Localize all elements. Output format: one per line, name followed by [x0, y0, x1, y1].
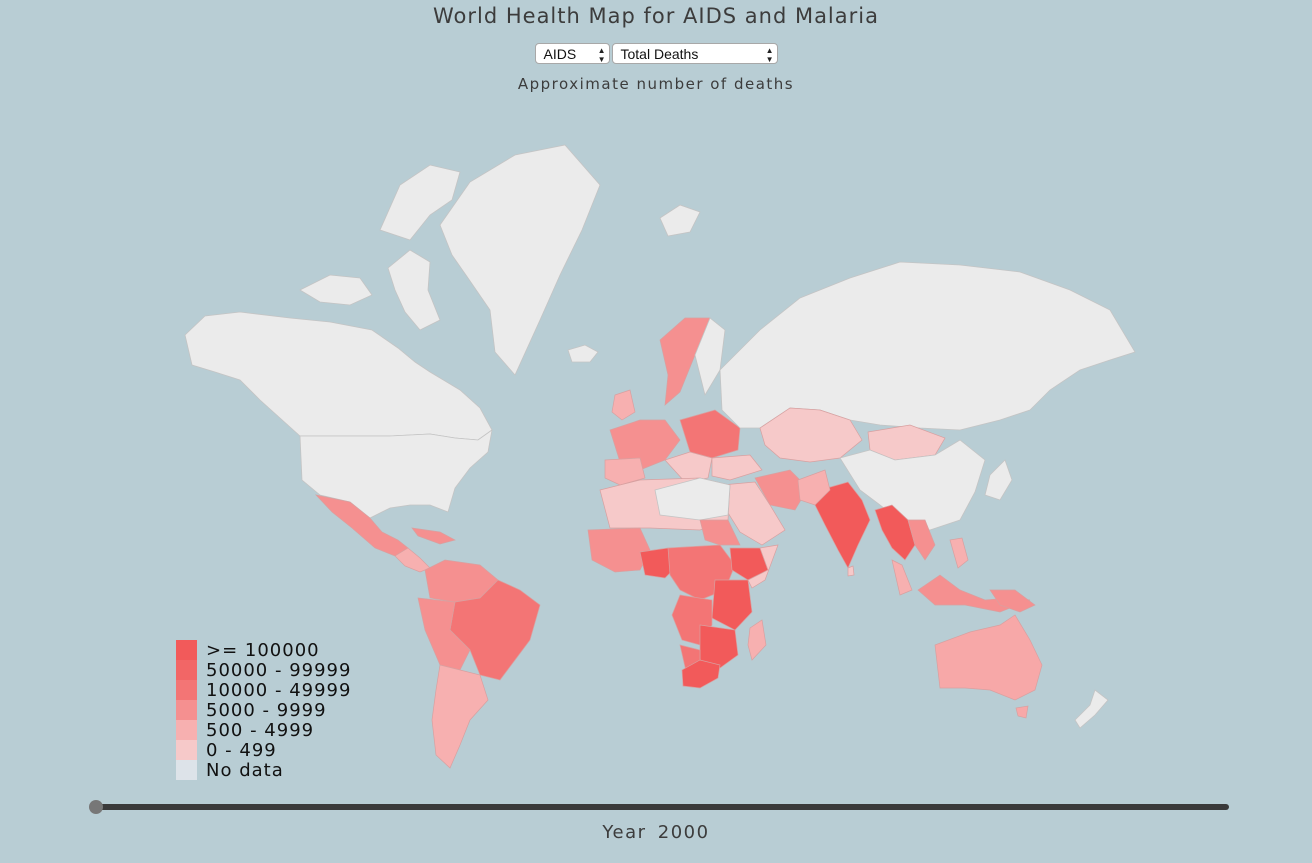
- legend-row: 5000 - 9999: [176, 699, 351, 721]
- legend-row: 500 - 4999: [176, 719, 351, 741]
- select-arrows-icon: ▲ ▼: [597, 46, 606, 64]
- arctic-islands: [299, 274, 373, 306]
- year-slider[interactable]: [89, 800, 1229, 814]
- country-finland-russia-west: [694, 317, 726, 397]
- legend-swatch-1: [176, 660, 197, 680]
- country-west-africa[interactable]: [587, 527, 651, 573]
- caribbean-islands[interactable]: [411, 527, 456, 545]
- country-south-africa[interactable]: [681, 659, 721, 689]
- country-kenya-tanzania[interactable]: [711, 579, 753, 631]
- legend-label: 5000 - 9999: [206, 699, 327, 721]
- country-sri-lanka[interactable]: [847, 565, 855, 577]
- country-russia[interactable]: [719, 261, 1136, 431]
- legend: >= 100000 50000 - 99999 10000 - 49999 50…: [176, 639, 352, 781]
- legend-swatch-2: [176, 680, 197, 700]
- legend-swatch-3: [176, 700, 197, 720]
- map-subtitle: Approximate number of deaths: [517, 75, 795, 93]
- country-madagascar[interactable]: [747, 619, 767, 661]
- year-label: Year: [602, 822, 647, 843]
- country-japan[interactable]: [984, 459, 1013, 501]
- legend-row: 50000 - 99999: [176, 659, 352, 681]
- country-iceland[interactable]: [567, 344, 599, 363]
- svalbard: [659, 204, 701, 237]
- country-turkey[interactable]: [711, 454, 763, 481]
- country-balkans[interactable]: [664, 451, 713, 483]
- baffin-island: [387, 249, 441, 331]
- country-argentina-chile[interactable]: [431, 664, 489, 769]
- country-malaysia[interactable]: [891, 559, 913, 596]
- legend-row: No data: [176, 759, 351, 781]
- metric-select[interactable]: Total Deaths ▲ ▼: [611, 43, 778, 64]
- select-arrows-icon: ▲ ▼: [765, 46, 774, 64]
- legend-swatch-5: [176, 740, 197, 760]
- country-sudan[interactable]: [699, 519, 741, 546]
- country-libya-egypt[interactable]: [654, 477, 731, 521]
- legend-row: >= 100000: [176, 639, 351, 661]
- legend-label: No data: [206, 759, 284, 781]
- country-myanmar-thailand[interactable]: [874, 504, 916, 561]
- country-indochina[interactable]: [907, 519, 936, 561]
- metric-select-value: Total Deaths: [620, 46, 699, 62]
- country-new-zealand[interactable]: [1074, 689, 1109, 729]
- country-china[interactable]: [839, 439, 986, 531]
- disease-select[interactable]: AIDS ▲ ▼: [534, 43, 610, 64]
- country-australia[interactable]: [934, 614, 1043, 701]
- disease-select-value: AIDS: [543, 46, 577, 62]
- tasmania: [1015, 705, 1029, 719]
- country-scandinavia[interactable]: [659, 317, 711, 406]
- country-peru-bolivia[interactable]: [417, 597, 471, 671]
- country-canada[interactable]: [184, 311, 493, 441]
- legend-label: 500 - 4999: [206, 719, 315, 741]
- controls: AIDS ▲ ▼ Total Deaths ▲ ▼: [0, 43, 1312, 64]
- ellesmere-island: [379, 164, 461, 241]
- country-pakistan-afghanistan[interactable]: [797, 469, 831, 506]
- legend-row: 10000 - 49999: [176, 679, 352, 701]
- country-kazakhstan[interactable]: [759, 407, 863, 463]
- year-value: 2000: [657, 822, 710, 843]
- legend-swatch-0: [176, 640, 197, 660]
- country-philippines[interactable]: [949, 537, 969, 569]
- country-papua-new-guinea[interactable]: [989, 589, 1036, 613]
- legend-label: >= 100000: [206, 639, 320, 661]
- country-somalia[interactable]: [747, 544, 779, 589]
- world-map: [184, 144, 1136, 769]
- slider-track[interactable]: [93, 804, 1229, 810]
- slider-handle[interactable]: [89, 800, 103, 814]
- legend-swatch-6: [176, 760, 197, 780]
- country-uk[interactable]: [611, 389, 636, 421]
- legend-label: 50000 - 99999: [206, 659, 352, 681]
- country-greenland[interactable]: [439, 144, 601, 376]
- country-india[interactable]: [814, 481, 871, 569]
- year-readout: Year 2000: [0, 822, 1312, 843]
- legend-row: 0 - 499: [176, 739, 351, 761]
- country-iberia[interactable]: [604, 457, 646, 486]
- legend-label: 0 - 499: [206, 739, 277, 761]
- legend-swatch-4: [176, 720, 197, 740]
- legend-label: 10000 - 49999: [206, 679, 352, 701]
- page-title: World Health Map for AIDS and Malaria: [433, 4, 879, 28]
